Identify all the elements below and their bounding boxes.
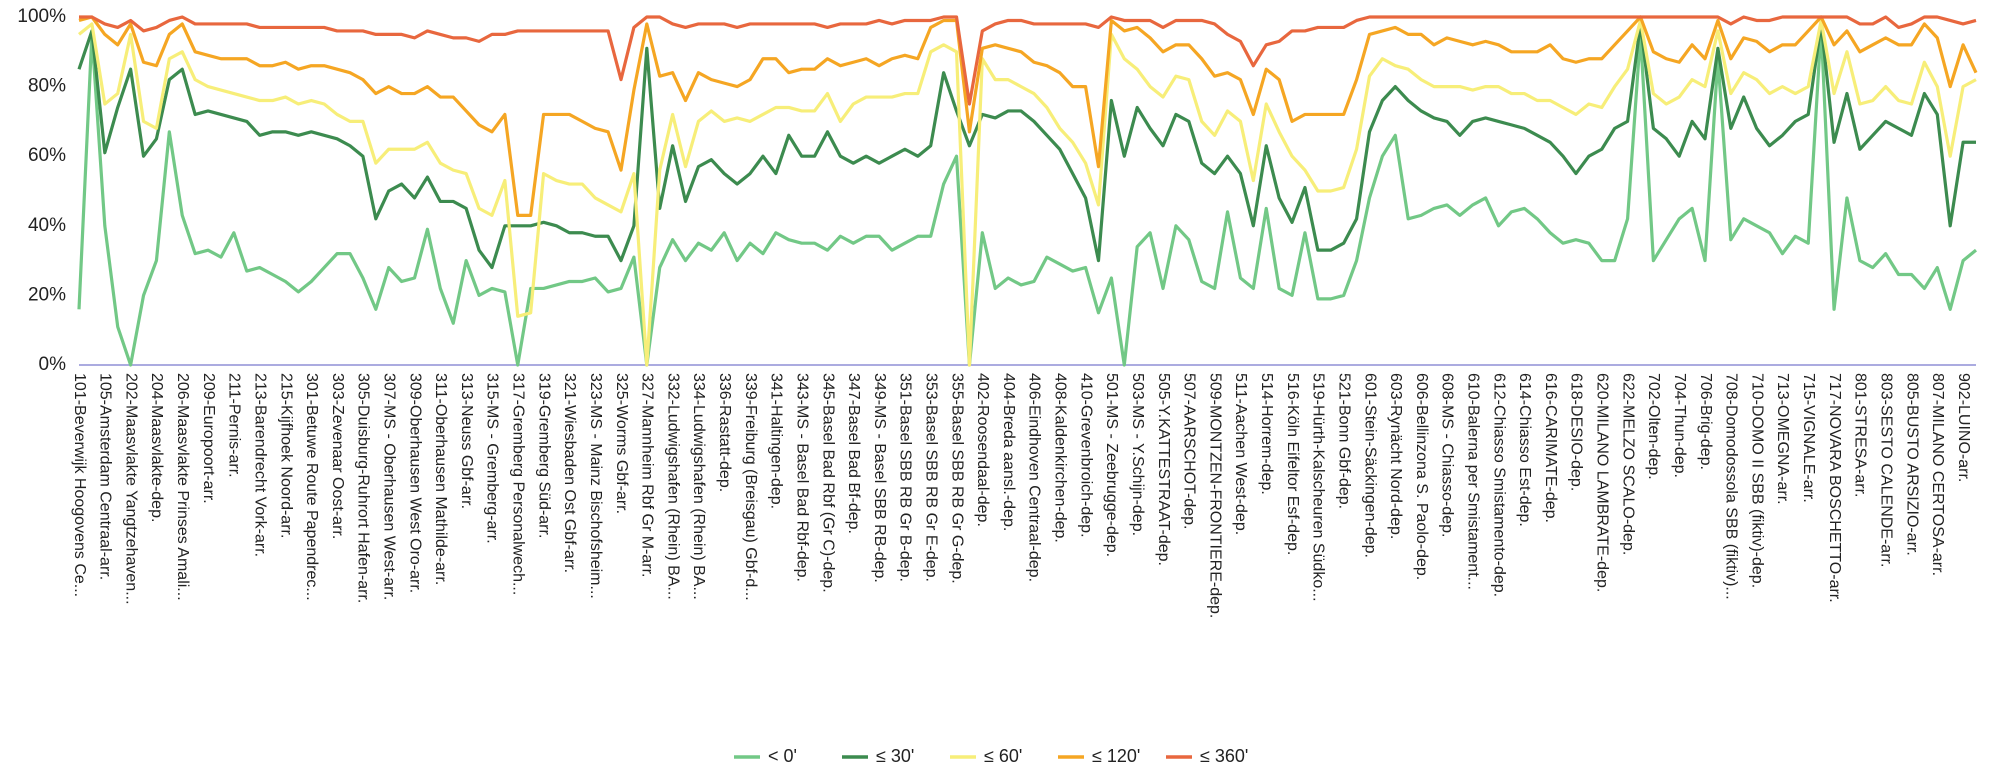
legend-item: ≤ 30' <box>842 746 914 766</box>
x-tick-label: 603-Rynächt Nord-dep. <box>1387 373 1404 539</box>
legend-label: ≤ 60' <box>984 746 1022 766</box>
x-tick-label: 406-Eindhoven Centraal-dep. <box>1026 373 1043 582</box>
x-tick-label: 213-Barendrecht Vork-arr. <box>251 373 268 557</box>
x-tick-label: 519-Hürth-Kalscheuren Südko... <box>1310 373 1327 602</box>
x-tick-label: 334-Ludwigshafen (Rhein) BA... <box>690 373 707 600</box>
x-tick-label: 321-Wiesbaden Ost Gbf-arr. <box>561 373 578 573</box>
x-tick-label: 516-Köln Eifeltor Esf-dep. <box>1284 373 1301 555</box>
x-tick-label: 509-MONTZEN-FRONTIERE-dep. <box>1206 373 1223 618</box>
x-tick-label: 353-Basel SBB RB Gr E-dep. <box>922 373 939 582</box>
x-tick-label: 805-BUSTO ARSIZIO-arr. <box>1903 373 1920 556</box>
x-tick-label: 343-MS - Basel Bad Rbf-dep. <box>793 373 810 582</box>
x-tick-label: 601-Stein-Säckingen-dep. <box>1361 373 1378 558</box>
legend-label: ≤ 120' <box>1092 746 1140 766</box>
x-tick-label: 803-SESTO CALENDE-arr. <box>1877 373 1894 567</box>
x-tick-label: 704-Thun-dep. <box>1671 373 1688 478</box>
x-tick-label: 622-MELZO SCALO-dep. <box>1619 373 1636 555</box>
x-tick-label: 408-Kaldenkirchen-dep. <box>1052 373 1069 543</box>
series-line <box>79 15 1977 106</box>
legend-item: ≤ 120' <box>1058 746 1140 766</box>
x-tick-label: 301-Betuwe Route Papendrec... <box>303 373 320 601</box>
y-tick-label: 0% <box>39 354 67 375</box>
x-tick-label: 105-Amsterdam Centraal-arr. <box>97 373 114 580</box>
y-tick-label: 40% <box>28 215 66 236</box>
x-tick-label: 618-DESIO-dep. <box>1568 373 1585 491</box>
x-tick-label: 336-Rastatt-dep. <box>716 373 733 492</box>
x-tick-label: 610-Balerna per Smistament... <box>1464 373 1481 590</box>
x-tick-label: 101-Beverwijk Hoogovens Ce... <box>71 373 88 597</box>
x-tick-label: 345-Basel Bad Rbf (Gr C)-dep. <box>819 373 836 593</box>
x-tick-label: 309-Oberhausen West Oro-arr. <box>406 373 423 593</box>
series-line <box>77 18 1977 367</box>
legend-label: < 0' <box>768 746 797 766</box>
x-tick-label: 620-MILANO LAMBRATE-dep. <box>1594 373 1611 592</box>
x-tick-label: 303-Zevenaar Oost-arr. <box>329 373 346 539</box>
x-tick-label: 708-Domodossola SBB (fiktiv)... <box>1723 373 1740 600</box>
legend-label: ≤ 360' <box>1200 746 1248 766</box>
y-tick-label: 20% <box>28 284 66 305</box>
x-tick-label: 410-Grevenbroich-dep. <box>1077 373 1094 538</box>
x-tick-label: 608-MS - Chiasso-dep. <box>1439 373 1456 538</box>
x-tick-label: 349-MS - Basel SBB RB-dep. <box>871 373 888 583</box>
x-tick-label: 505-Y.KATTESTRAAT-dep. <box>1155 373 1172 566</box>
legend-item: ≤ 60' <box>950 746 1022 766</box>
x-tick-label: 404-Breda aansl.-dep. <box>1000 373 1017 531</box>
x-tick-label: 347-Basel Bad Bf-dep. <box>845 373 862 534</box>
x-tick-label: 307-MS - Oberhausen West-arr. <box>380 373 397 600</box>
x-tick-label: 209-Europoort-arr. <box>200 373 217 504</box>
x-tick-label: 206-Maasvlakte Prinses Amali... <box>174 373 191 601</box>
x-tick-label: 606-Bellinzona S. Paolo-dep. <box>1413 373 1430 580</box>
x-tick-label: 341-Haltingen-dep. <box>768 373 785 509</box>
x-tick-label: 355-Basel SBB RB Gr G-dep. <box>948 373 965 584</box>
x-tick-label: 202-Maasvlakte Yangtzehaven... <box>122 373 139 605</box>
series-line <box>78 15 1978 217</box>
y-tick-label: 80% <box>28 76 66 97</box>
x-tick-label: 807-MILANO CERTOSA-arr. <box>1929 373 1946 576</box>
x-tick-label: 332-Ludwigshafen (Rhein) BA... <box>664 373 681 600</box>
x-tick-label: 521-Bonn Gbf-dep. <box>1335 373 1352 509</box>
legend-item: ≤ 360' <box>1166 746 1248 766</box>
x-tick-label: 612-Chiasso Smistamento-dep. <box>1490 373 1507 597</box>
x-tick-label: 305-Duisburg-Ruhrort Hafen-arr. <box>355 373 372 603</box>
x-tick-label: 713-OMEGNA-arr. <box>1774 373 1791 505</box>
x-tick-label: 211-Pernis-arr. <box>226 373 243 478</box>
x-tick-label: 801-STRESA-arr. <box>1852 373 1869 497</box>
x-tick-label: 507-AARSCHOT-dep. <box>1181 373 1198 530</box>
x-tick-label: 313-Neuss Gbf-arr. <box>458 373 475 509</box>
x-tick-label: 717-NOVARA BOSCHETTO-arr. <box>1826 373 1843 603</box>
x-tick-label: 311-Oberhausen Mathilde-arr. <box>432 373 449 585</box>
x-tick-label: 315-MS - Gremberg-arr. <box>484 373 501 544</box>
x-tick-label: 215-Kijfhoek Noord-arr. <box>277 373 294 538</box>
x-tick-label: 501-MS - Zeebrugge-dep. <box>1103 373 1120 557</box>
x-tick-label: 616-CARIMATE-dep. <box>1542 373 1559 523</box>
x-tick-label: 614-Chiasso Est-dep. <box>1516 373 1533 527</box>
x-tick-label: 204-Maasvlakte-dep. <box>148 373 165 522</box>
x-tick-label: 402-Roosendaal-dep. <box>974 373 991 527</box>
legend-label: ≤ 30' <box>876 746 914 766</box>
x-tick-label: 710-DOMO II SBB (fiktiv)-dep. <box>1748 373 1765 588</box>
x-tick-label: 503-MS - Y.Schijn-dep. <box>1129 373 1146 536</box>
y-tick-label: 60% <box>28 145 66 166</box>
x-tick-label: 706-Brig-dep. <box>1697 373 1714 470</box>
x-tick-label: 327-Mannheim Rbf Gr M-arr. <box>639 373 656 578</box>
x-tick-label: 325-Worms Gbf-arr. <box>613 373 630 514</box>
x-tick-label: 351-Basel SBB RB Gr B-dep. <box>897 373 914 582</box>
x-tick-label: 317-Gremberg Personalwech... <box>510 373 527 595</box>
series-line <box>77 25 1978 367</box>
y-tick-label: 100% <box>17 6 66 27</box>
x-tick-label: 902-LUINO-arr. <box>1955 373 1972 482</box>
x-tick-label: 511-Aachen West-dep. <box>1232 373 1249 535</box>
x-tick-label: 319-Gremberg Süd-arr. <box>535 373 552 538</box>
series-line <box>77 22 1976 270</box>
legend-item: < 0' <box>734 746 797 766</box>
x-tick-label: 339-Freiburg (Breisgau) Gbf-d... <box>742 373 759 601</box>
x-tick-label: 702-Olten-dep. <box>1645 373 1662 480</box>
x-tick-label: 715-VIGNALE-arr. <box>1800 373 1817 503</box>
x-tick-label: 514-Horrem-dep. <box>1258 373 1275 495</box>
x-tick-label: 323-MS - Mainz Bischofsheim... <box>587 373 604 599</box>
